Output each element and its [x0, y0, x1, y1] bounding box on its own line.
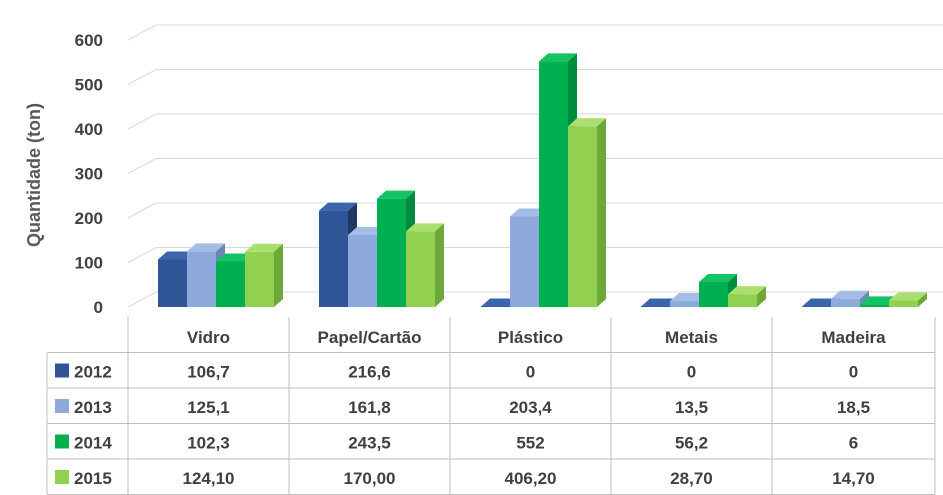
legend-key [55, 434, 69, 449]
y-tick-label: 300 [75, 165, 103, 184]
y-tick-label: 200 [75, 209, 103, 228]
table-cell: 243,5 [348, 434, 391, 453]
category-label: Vidro [187, 328, 230, 347]
y-tick-label: 500 [75, 76, 103, 95]
table-cell: 552 [516, 434, 544, 453]
legend-key [55, 399, 69, 413]
legend-key [55, 470, 69, 484]
bar-2014-metais [699, 273, 737, 307]
legend-key [55, 363, 69, 378]
y-tick-label: 100 [75, 254, 103, 273]
category-label: Metais [665, 328, 718, 347]
y-tick-label: 400 [75, 120, 103, 139]
bar-2015-madeira [889, 292, 927, 307]
table-cell: 0 [849, 363, 858, 382]
series-label: 2013 [74, 398, 112, 417]
table-cell: 56,2 [675, 434, 708, 453]
bar-2015-vidro [245, 243, 283, 307]
table-cell: 106,7 [187, 363, 230, 382]
table-cell: 102,3 [187, 434, 230, 453]
bars [158, 53, 927, 307]
category-label: Plástico [498, 328, 563, 347]
table-cell: 161,8 [348, 398, 391, 417]
y-axis-title: Quantidade (ton) [24, 103, 44, 247]
category-label: Madeira [821, 328, 886, 347]
y-axis-ticks: 0 100 200 300 400 500 600 [75, 31, 103, 317]
gridline [127, 69, 943, 85]
table-cell: 125,1 [187, 398, 230, 417]
y-tick-label: 600 [75, 31, 103, 50]
bar-2015-metais [728, 286, 766, 307]
bar-2015-pl-stico [568, 118, 606, 307]
gridline [127, 202, 943, 219]
table-cell: 124,10 [183, 469, 235, 488]
gridlines [127, 24, 943, 308]
table-cell: 170,00 [344, 469, 396, 488]
table-cell: 6 [849, 434, 858, 453]
series-label: 2015 [74, 469, 112, 488]
gridline [127, 291, 943, 308]
table-cell: 14,70 [832, 469, 875, 488]
table-cell: 28,70 [670, 469, 713, 488]
series-label: 2014 [74, 434, 112, 453]
series-label: 2012 [74, 363, 112, 382]
table-cell: 0 [687, 363, 696, 382]
data-table: Vidro Papel/Cartão Plástico Metais Madeira 20… [46, 317, 936, 495]
table-cell: 0 [526, 363, 535, 382]
gridline [127, 158, 943, 174]
bar-2015-papel-cart-o [406, 223, 444, 307]
table-cell: 18,5 [837, 398, 870, 417]
gridline [127, 247, 943, 263]
gridline [127, 113, 943, 130]
y-tick-label: 0 [94, 298, 103, 317]
table-cell: 203,4 [509, 398, 552, 417]
table-cell: 216,6 [348, 363, 391, 382]
table-cell: 13,5 [675, 398, 708, 417]
table-cell: 406,20 [505, 469, 557, 488]
category-label: Papel/Cartão [318, 328, 422, 347]
gridline [127, 24, 943, 41]
